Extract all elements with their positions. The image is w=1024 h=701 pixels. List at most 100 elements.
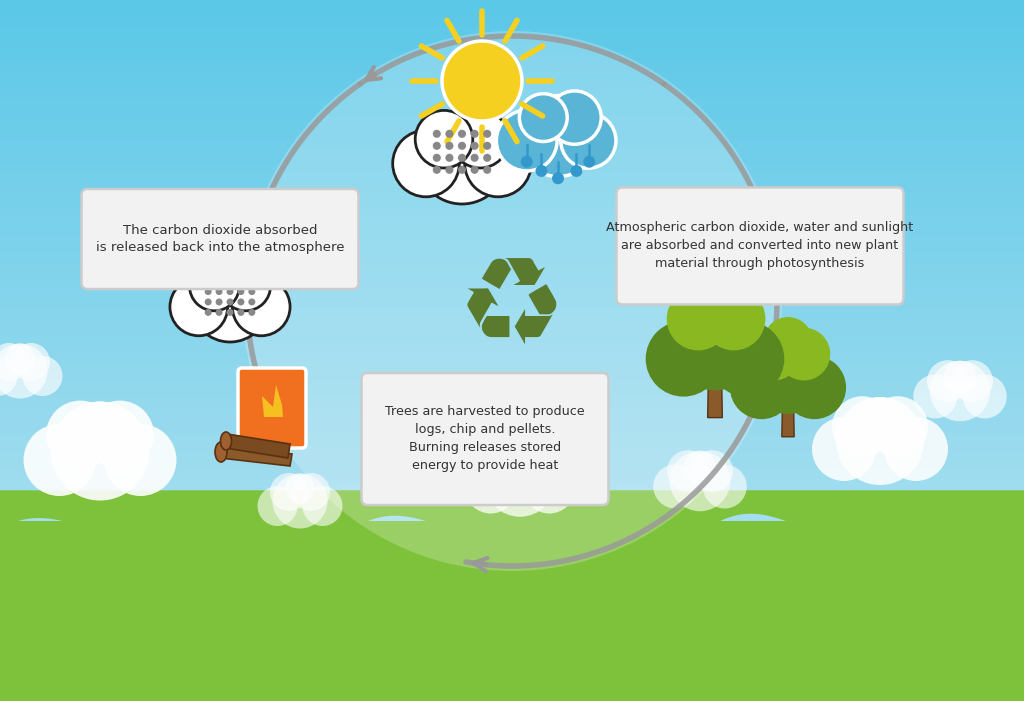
Circle shape xyxy=(205,299,212,306)
Circle shape xyxy=(913,374,957,418)
FancyBboxPatch shape xyxy=(361,373,608,505)
Circle shape xyxy=(12,343,50,381)
Circle shape xyxy=(483,154,492,162)
Circle shape xyxy=(46,400,115,469)
Circle shape xyxy=(519,94,567,142)
Circle shape xyxy=(216,309,222,316)
Circle shape xyxy=(433,142,441,150)
Ellipse shape xyxy=(215,442,227,462)
Circle shape xyxy=(445,142,454,150)
Circle shape xyxy=(667,450,709,492)
Circle shape xyxy=(5,343,35,374)
Circle shape xyxy=(23,356,62,396)
Text: Atmospheric carbon dioxide, water and sunlight
are absorbed and converted into n: Atmospheric carbon dioxide, water and su… xyxy=(606,222,913,271)
Circle shape xyxy=(216,299,222,306)
Circle shape xyxy=(521,156,532,168)
Circle shape xyxy=(951,360,993,402)
Circle shape xyxy=(249,309,255,316)
Polygon shape xyxy=(220,446,292,466)
Circle shape xyxy=(517,95,598,177)
Circle shape xyxy=(702,465,746,508)
Circle shape xyxy=(73,402,127,456)
Circle shape xyxy=(465,461,517,514)
Polygon shape xyxy=(250,377,292,421)
Circle shape xyxy=(445,130,454,138)
Circle shape xyxy=(646,321,721,397)
Polygon shape xyxy=(708,361,722,418)
Circle shape xyxy=(458,142,466,150)
Circle shape xyxy=(670,451,730,511)
Circle shape xyxy=(433,154,441,162)
Circle shape xyxy=(458,154,466,162)
Text: The carbon dioxide absorbed
is released back into the atmosphere: The carbon dioxide absorbed is released … xyxy=(96,224,344,254)
Circle shape xyxy=(777,327,830,381)
Circle shape xyxy=(963,374,1007,418)
Circle shape xyxy=(232,278,290,336)
Circle shape xyxy=(216,288,222,295)
Circle shape xyxy=(238,299,245,306)
Circle shape xyxy=(782,356,846,419)
FancyBboxPatch shape xyxy=(82,189,358,289)
Circle shape xyxy=(249,299,255,306)
Circle shape xyxy=(292,473,330,511)
Circle shape xyxy=(0,356,17,396)
Circle shape xyxy=(471,154,478,162)
Ellipse shape xyxy=(220,432,231,450)
Circle shape xyxy=(249,288,255,295)
Circle shape xyxy=(536,165,548,177)
Circle shape xyxy=(0,343,47,398)
Circle shape xyxy=(570,165,583,177)
Circle shape xyxy=(867,396,928,457)
FancyBboxPatch shape xyxy=(616,187,903,304)
Polygon shape xyxy=(782,389,795,437)
Circle shape xyxy=(561,113,616,168)
Circle shape xyxy=(445,165,454,174)
Circle shape xyxy=(220,261,270,311)
Circle shape xyxy=(884,417,948,481)
Circle shape xyxy=(50,402,150,501)
Circle shape xyxy=(452,110,509,168)
Circle shape xyxy=(458,130,466,138)
FancyBboxPatch shape xyxy=(238,368,306,448)
Circle shape xyxy=(226,309,233,316)
Polygon shape xyxy=(225,434,290,458)
Circle shape xyxy=(943,361,977,394)
Circle shape xyxy=(242,31,782,571)
Circle shape xyxy=(471,130,478,138)
Circle shape xyxy=(216,278,222,285)
Circle shape xyxy=(510,444,559,494)
Circle shape xyxy=(458,165,466,174)
Circle shape xyxy=(856,397,904,445)
Circle shape xyxy=(257,486,298,526)
Circle shape xyxy=(930,361,990,421)
Circle shape xyxy=(226,299,233,306)
Circle shape xyxy=(584,156,595,168)
Circle shape xyxy=(433,130,441,138)
Circle shape xyxy=(481,444,530,494)
Circle shape xyxy=(686,275,744,334)
Circle shape xyxy=(302,486,342,526)
Circle shape xyxy=(442,41,522,121)
Circle shape xyxy=(189,261,240,311)
Circle shape xyxy=(226,288,233,295)
Circle shape xyxy=(523,461,575,514)
Circle shape xyxy=(709,321,784,397)
Circle shape xyxy=(483,165,492,174)
Circle shape xyxy=(552,172,564,184)
Circle shape xyxy=(763,317,813,367)
Circle shape xyxy=(249,278,255,285)
Circle shape xyxy=(205,288,212,295)
Circle shape xyxy=(0,343,28,381)
Circle shape xyxy=(501,445,540,484)
Circle shape xyxy=(285,473,315,503)
Circle shape xyxy=(812,417,876,481)
Circle shape xyxy=(548,91,601,144)
Circle shape xyxy=(836,397,924,485)
Circle shape xyxy=(392,130,460,197)
Circle shape xyxy=(702,287,765,350)
Circle shape xyxy=(104,424,176,496)
Text: Trees are harvested to produce
logs, chip and pellets.
Burning releases stored
e: Trees are harvested to produce logs, chi… xyxy=(385,405,585,472)
Circle shape xyxy=(691,450,733,492)
Circle shape xyxy=(205,278,212,285)
Circle shape xyxy=(226,278,233,285)
